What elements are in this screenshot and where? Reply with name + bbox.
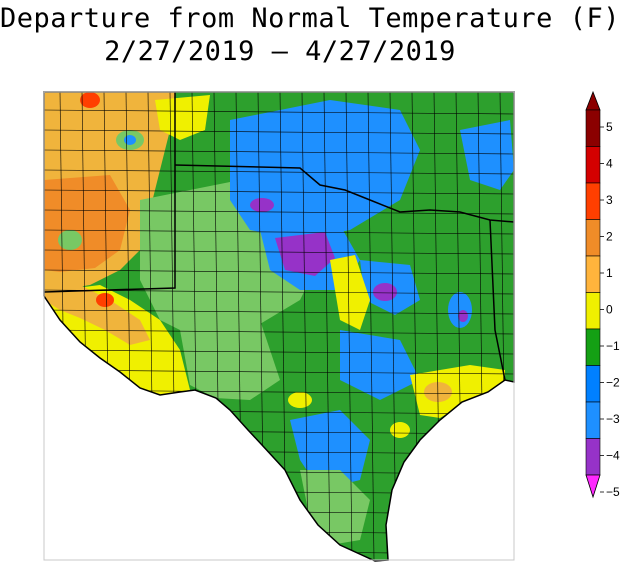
county-line [389,92,397,561]
colorbar-tick-label: −3 [606,412,620,426]
colorbar-tick-label: 5 [606,120,613,134]
colorbar-bottom-arrow [585,474,601,499]
county-line [367,92,375,561]
county-line [44,309,514,315]
colorbar-segment [585,146,601,184]
purple-region-c [275,232,335,276]
county-line [44,249,514,255]
purple-spot-e [373,283,397,301]
blue-region-c2 [340,330,420,400]
east-border [489,219,506,381]
red-river-border [174,164,515,223]
yellow-coast [410,365,505,418]
county-line [44,189,514,195]
colorbar-tick-label: −5 [606,485,620,499]
blue-spot-nm [124,135,136,145]
county-line [44,229,514,235]
colorbar-tick-label: 4 [606,157,613,171]
colorbar-tick-label: −2 [606,376,620,390]
colorbar-tick-label: 0 [606,303,613,317]
colorbar-segment [585,219,601,257]
colorbar-segment [585,292,601,330]
state-border [43,91,515,562]
title-line-1: Departure from Normal Temperature (F) [0,3,620,34]
map-frame [43,91,515,561]
colorbar-tick-label: 2 [606,230,613,244]
yellow-spot-se [390,422,410,438]
county-line [44,369,514,375]
colorbar-tick-label: 1 [606,266,613,280]
colorbar-top-arrow [585,90,601,111]
colorbar-segment [585,365,601,403]
green-spot-nm [58,230,82,250]
blue-spot-ok [312,126,348,154]
colorbar-tick-label: −4 [606,449,620,463]
county-line [44,209,514,215]
orange-region-w [44,285,150,345]
purple-spot-e2 [458,310,468,322]
red-spot-nw [80,92,100,108]
colorbar-segment [585,255,601,293]
county-line [44,329,514,335]
county-line [44,149,514,155]
purple-spot-n [250,198,274,212]
colorbar-segment [585,401,601,439]
colorbar-segment [585,182,601,220]
county-line [301,92,309,561]
colorbar-segment [585,109,601,147]
map-title: Departure from Normal Temperature (F) 2/… [0,2,620,68]
red-spot-w [96,293,114,307]
colorbar [585,90,601,499]
county-line [44,349,514,355]
county-line [345,92,353,561]
county-line [44,169,514,175]
yellow-nm-strip [155,95,210,140]
colorbar-tick-label: −1 [606,339,620,353]
county-line [323,92,331,561]
colorbar-segment [585,328,601,366]
county-line [44,129,514,135]
county-line [44,269,514,275]
title-line-2: 2/27/2019 – 4/27/2019 [104,36,456,67]
colorbar-tick-label: 3 [606,193,613,207]
colorbar-segment [585,438,601,476]
county-line [44,109,514,115]
county-line [44,289,514,295]
colorbar-ticks: 5 4 3 2 1 0 −1 −2 −3 −4 −5 [600,120,620,499]
lightgreen-belt2 [180,320,280,400]
